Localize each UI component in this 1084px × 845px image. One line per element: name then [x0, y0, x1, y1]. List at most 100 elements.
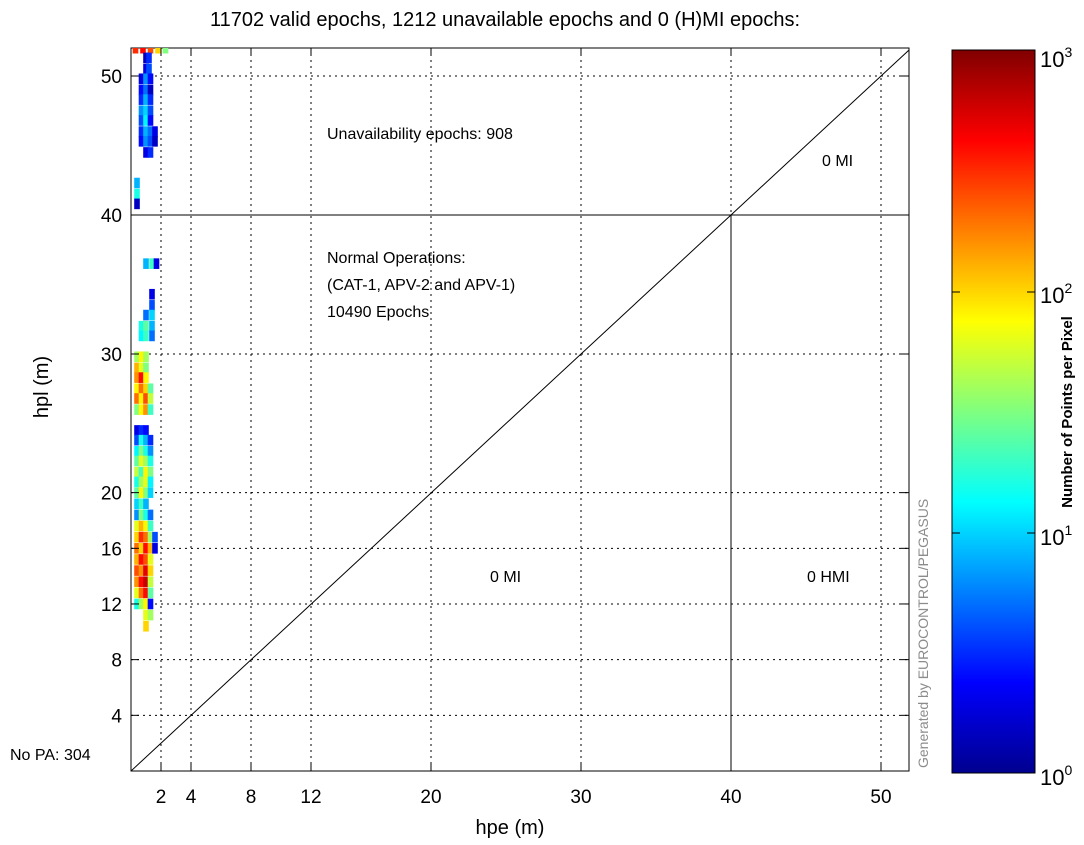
- heatmap-cell: [138, 520, 145, 532]
- heatmap-cell: [143, 620, 149, 632]
- chart-title: 11702 valid epochs, 1212 unavailable epo…: [210, 9, 800, 31]
- heatmap-cell: [143, 587, 149, 599]
- heatmap-cell: [147, 94, 154, 105]
- heatmap-cell: [143, 498, 149, 510]
- colorbar-tick-labels: 103 102 101 100: [1040, 44, 1072, 790]
- y-tick-label: 50: [101, 67, 122, 88]
- heatmap-cell: [134, 434, 140, 446]
- heatmap-cell: [138, 330, 145, 342]
- heatmap-cell: [153, 258, 160, 269]
- heatmap-cell: [138, 487, 145, 498]
- heatmap-cell: [138, 466, 145, 478]
- heatmap-cell: [134, 404, 140, 415]
- heatmap-cell: [147, 455, 154, 467]
- heatmap-cell: [138, 587, 145, 599]
- heatmap-cell: [134, 188, 140, 200]
- y-tick-label: 12: [101, 595, 122, 616]
- heatmap-cell: [138, 598, 145, 610]
- heatmap-cell: [134, 198, 140, 210]
- heatmap-cell: [147, 147, 154, 158]
- heatmap-cell: [149, 288, 155, 300]
- heatmap-cell: [134, 520, 140, 532]
- heatmap-cell: [147, 520, 154, 532]
- annotation-normal-ops-1: Normal Operations:: [327, 250, 466, 267]
- heatmap-cell: [134, 476, 140, 488]
- heatmap-cell: [134, 177, 140, 189]
- heatmap-cell: [147, 105, 154, 117]
- heatmap-cell: [147, 466, 154, 478]
- heatmap-cell: [143, 476, 149, 488]
- heatmap-cell: [138, 425, 145, 436]
- heatmap-cell: [149, 300, 155, 311]
- annotation-unavailability: Unavailability epochs: 908: [327, 126, 513, 143]
- heatmap-cell: [138, 455, 145, 467]
- heatmap-cell: [147, 404, 154, 415]
- heatmap-cell: [149, 309, 155, 321]
- heatmap-cell: [138, 136, 145, 147]
- heatmap-cell: [138, 531, 145, 543]
- heatmap-cell: [138, 84, 145, 96]
- y-tick-label: 30: [101, 345, 122, 366]
- heatmap-cell: [134, 351, 140, 363]
- heatmap-cell: [143, 554, 149, 565]
- x-tick-label: 50: [870, 787, 891, 808]
- heatmap-cell: [147, 115, 154, 126]
- x-tick-label: 20: [420, 787, 441, 808]
- heatmap-cell: [147, 509, 154, 521]
- heatmap-cell: [152, 126, 158, 137]
- heatmap-cell: [143, 115, 149, 126]
- heatmap-cell: [134, 466, 140, 478]
- heatmap-cell: [143, 509, 149, 521]
- heatmap-cell: [143, 446, 149, 457]
- heatmap-cell: [143, 73, 149, 85]
- annotation-mi-upper: 0 MI: [822, 153, 853, 170]
- colorbar-ticks: [952, 291, 1035, 534]
- heatmap-cell: [138, 565, 145, 576]
- heatmap-cell: [143, 330, 149, 342]
- heatmap-cell: [147, 609, 154, 621]
- heatmap-cell: [134, 372, 140, 383]
- heatmap-cell: [143, 455, 149, 467]
- heatmap-cell: [134, 509, 140, 521]
- heatmap-cell: [143, 565, 149, 576]
- heatmap-cell: [138, 404, 145, 415]
- heatmap-cell: [143, 52, 149, 64]
- heatmap-cell: [138, 351, 145, 363]
- heatmap-cell: [143, 425, 149, 436]
- reference-lines: [131, 49, 909, 771]
- heatmap-cell: [134, 362, 140, 374]
- heatmap-cell: [143, 393, 149, 404]
- heatmap-cell: [143, 609, 149, 621]
- annotation-mi-lower: 0 MI: [490, 569, 521, 586]
- heatmap-cell: [143, 320, 149, 332]
- heatmap-cell: [138, 320, 145, 332]
- annotation-no-pa: No PA: 304: [10, 747, 91, 764]
- heatmap-cell: [143, 520, 149, 532]
- heatmap-cell: [149, 330, 155, 342]
- heatmap-cell: [147, 73, 154, 85]
- y-axis-ticks: 4 8 12 16 20 30 40 50: [101, 67, 909, 727]
- heatmap-cell: [146, 63, 152, 75]
- heatmap-cell: [138, 434, 145, 446]
- y-tick-label: 16: [101, 539, 122, 560]
- heatmap-cell: [134, 383, 140, 395]
- heatmap-cell: [152, 531, 158, 543]
- heatmap-cell: [134, 455, 140, 467]
- heatmap-cell: [147, 126, 154, 137]
- heatmap-cell: [134, 531, 140, 543]
- heatmap-cell: [138, 126, 145, 137]
- svg-text:100: 100: [1040, 762, 1072, 790]
- colorbar: [951, 49, 1036, 774]
- annotation-hmi: 0 HMI: [807, 569, 850, 586]
- x-axis-ticks: 2 4 8 12 20 30 40 50: [156, 48, 892, 808]
- heatmap-cell: [147, 531, 154, 543]
- heatmap-cell: [147, 446, 154, 457]
- svg-text:101: 101: [1040, 522, 1072, 550]
- x-tick-label: 40: [720, 787, 741, 808]
- heatmap-cell: [147, 84, 154, 96]
- heatmap-cell: [134, 554, 140, 565]
- heatmap-cell: [143, 84, 149, 96]
- diagonal-line: [131, 49, 909, 771]
- heatmap-cell: [143, 598, 149, 610]
- heatmap-cell: [143, 63, 149, 75]
